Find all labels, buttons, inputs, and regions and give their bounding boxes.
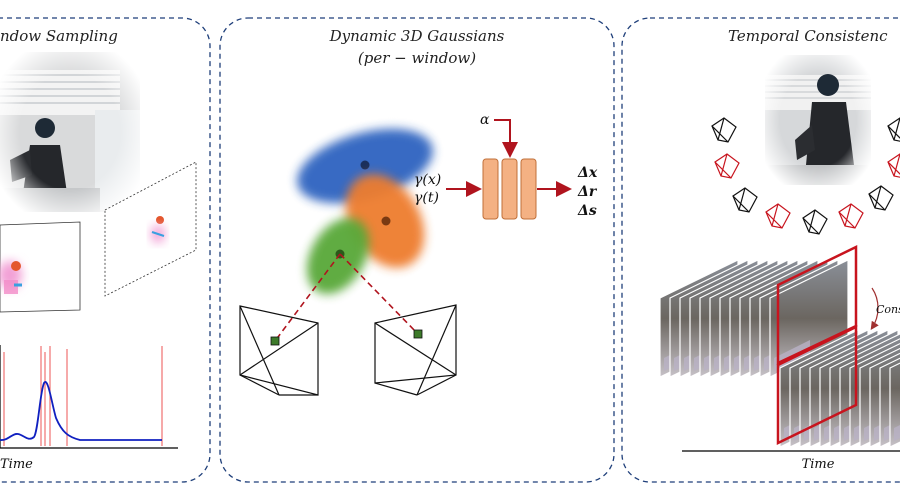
right-panel-title: Temporal Consistenc — [728, 27, 888, 45]
mlp-network — [482, 158, 537, 220]
video-frame — [889, 362, 900, 448]
projection-ray-right — [339, 253, 419, 335]
input-time-encoding: γ(t) — [414, 190, 439, 206]
chef-photo-right — [765, 55, 871, 185]
chef-photo-left — [0, 52, 140, 212]
left-panel: ndow Sampling — [0, 17, 211, 483]
output-delta-rotation: Δr — [577, 184, 598, 200]
projection-ray-left — [274, 253, 341, 342]
mlp-layer — [520, 158, 537, 220]
right-panel-border — [621, 17, 900, 483]
camera-frustum-icon — [802, 209, 828, 235]
mlp-layer — [482, 158, 499, 220]
flow-frame-back — [104, 161, 197, 297]
flow-frame-front — [0, 221, 81, 313]
output-delta-scale: Δs — [577, 203, 597, 219]
left-time-label: Time — [0, 457, 33, 472]
middle-panel: Dynamic 3D Gaussians (per − window) — [219, 17, 615, 483]
pixel-marker-left — [270, 336, 280, 346]
sample-markers — [3, 346, 163, 446]
pixel-marker-right — [413, 329, 423, 339]
alpha-label: α — [480, 112, 490, 128]
consistency-label: Cons — [876, 303, 900, 316]
left-panel-title: ndow Sampling — [0, 27, 118, 45]
left-panel-border — [0, 17, 211, 483]
camera-frustum-icon — [838, 203, 864, 229]
motion-curve — [0, 381, 162, 441]
right-panel: Temporal Consistenc Cons Time — [621, 17, 900, 483]
sampling-plot: Time — [0, 345, 178, 472]
camera-left — [239, 305, 319, 396]
mlp-layer — [501, 158, 518, 220]
middle-panel-subtitle: (per − window) — [358, 49, 476, 67]
input-position-encoding: γ(x) — [414, 172, 441, 188]
middle-panel-title: Dynamic 3D Gaussians — [329, 27, 505, 45]
middle-panel-border — [219, 17, 615, 483]
frame-stack-lower — [779, 329, 900, 448]
camera-frustum-icon — [765, 203, 791, 229]
consistency-arrow — [870, 287, 879, 330]
camera-frustum-icon — [887, 117, 900, 142]
camera-right — [374, 304, 457, 396]
right-time-label: Time — [802, 457, 835, 472]
camera-ring — [711, 117, 900, 235]
alpha-arrow — [494, 119, 518, 158]
camera-frustum-icon — [711, 117, 737, 143]
camera-frustum-icon — [887, 153, 900, 178]
camera-frustum-icon — [868, 185, 894, 211]
camera-frustum-icon — [714, 153, 740, 179]
output-delta-position: Δx — [577, 165, 598, 181]
camera-frustum-icon — [732, 187, 758, 213]
highlighted-frame-lower — [776, 325, 858, 445]
